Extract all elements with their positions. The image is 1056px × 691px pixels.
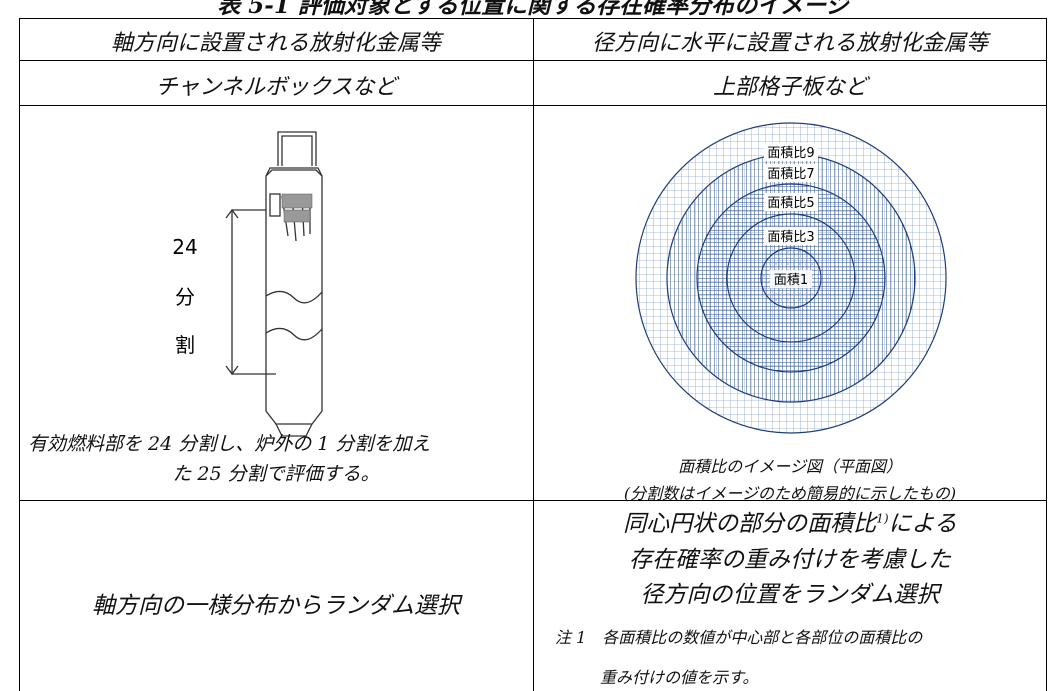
header-cell: 径方向に水平に設置される放射化金属等 [591, 31, 989, 56]
table-border [533, 18, 534, 691]
table-title: 表 5-1 評価対象とする位置に関する存在確率分布のイメージ [217, 0, 849, 19]
fuel-figure: 24 分 割 [172, 131, 323, 437]
table-border [19, 18, 20, 691]
method-text: による [888, 511, 957, 537]
table-border [1046, 18, 1047, 691]
note: 重み付けの値を示す。 [600, 668, 759, 687]
ring-label: 面積比7 [767, 167, 814, 182]
ring-figure: 面積比9 面積比7 面積比5 面積比3 面積1 [635, 122, 947, 434]
axial-label: 24 [172, 235, 197, 259]
figure-caption: た 25 分割で評価する。 [172, 463, 380, 485]
method-line: 存在確率の重み付けを考慮した [629, 547, 951, 573]
figure-caption: (分割数はイメージのため簡易的に示したもの) [623, 484, 957, 503]
method-line: 径方向の位置をランダム選択 [640, 582, 940, 608]
example-cell: 上部格子板など [712, 75, 868, 100]
footnote-ref: 1) [876, 511, 889, 526]
header-cell: 軸方向に設置される放射化金属等 [110, 31, 442, 56]
ring-label: 面積比9 [767, 146, 814, 161]
axial-label: 割 [175, 333, 195, 357]
example-cell: チャンネルボックスなど [155, 75, 397, 100]
figure-caption: 面積比のイメージ図（平面図） [678, 457, 902, 476]
ring-label: 面積1 [774, 273, 808, 288]
ring-label: 面積比5 [767, 196, 814, 211]
method-text: 同心円状の部分の面積比 [623, 511, 877, 537]
method-cell: 軸方向の一様分布からランダム選択 [92, 593, 460, 619]
note: 注 1 各面積比の数値が中心部と各部位の面積比の [555, 628, 923, 647]
figure-caption: 有効燃料部を 24 分割し、炉外の 1 分割を加え [28, 433, 431, 455]
ring-label: 面積比3 [767, 230, 814, 245]
axial-label: 分 [175, 285, 195, 309]
method-line: 同心円状の部分の面積比1)による [623, 504, 957, 538]
